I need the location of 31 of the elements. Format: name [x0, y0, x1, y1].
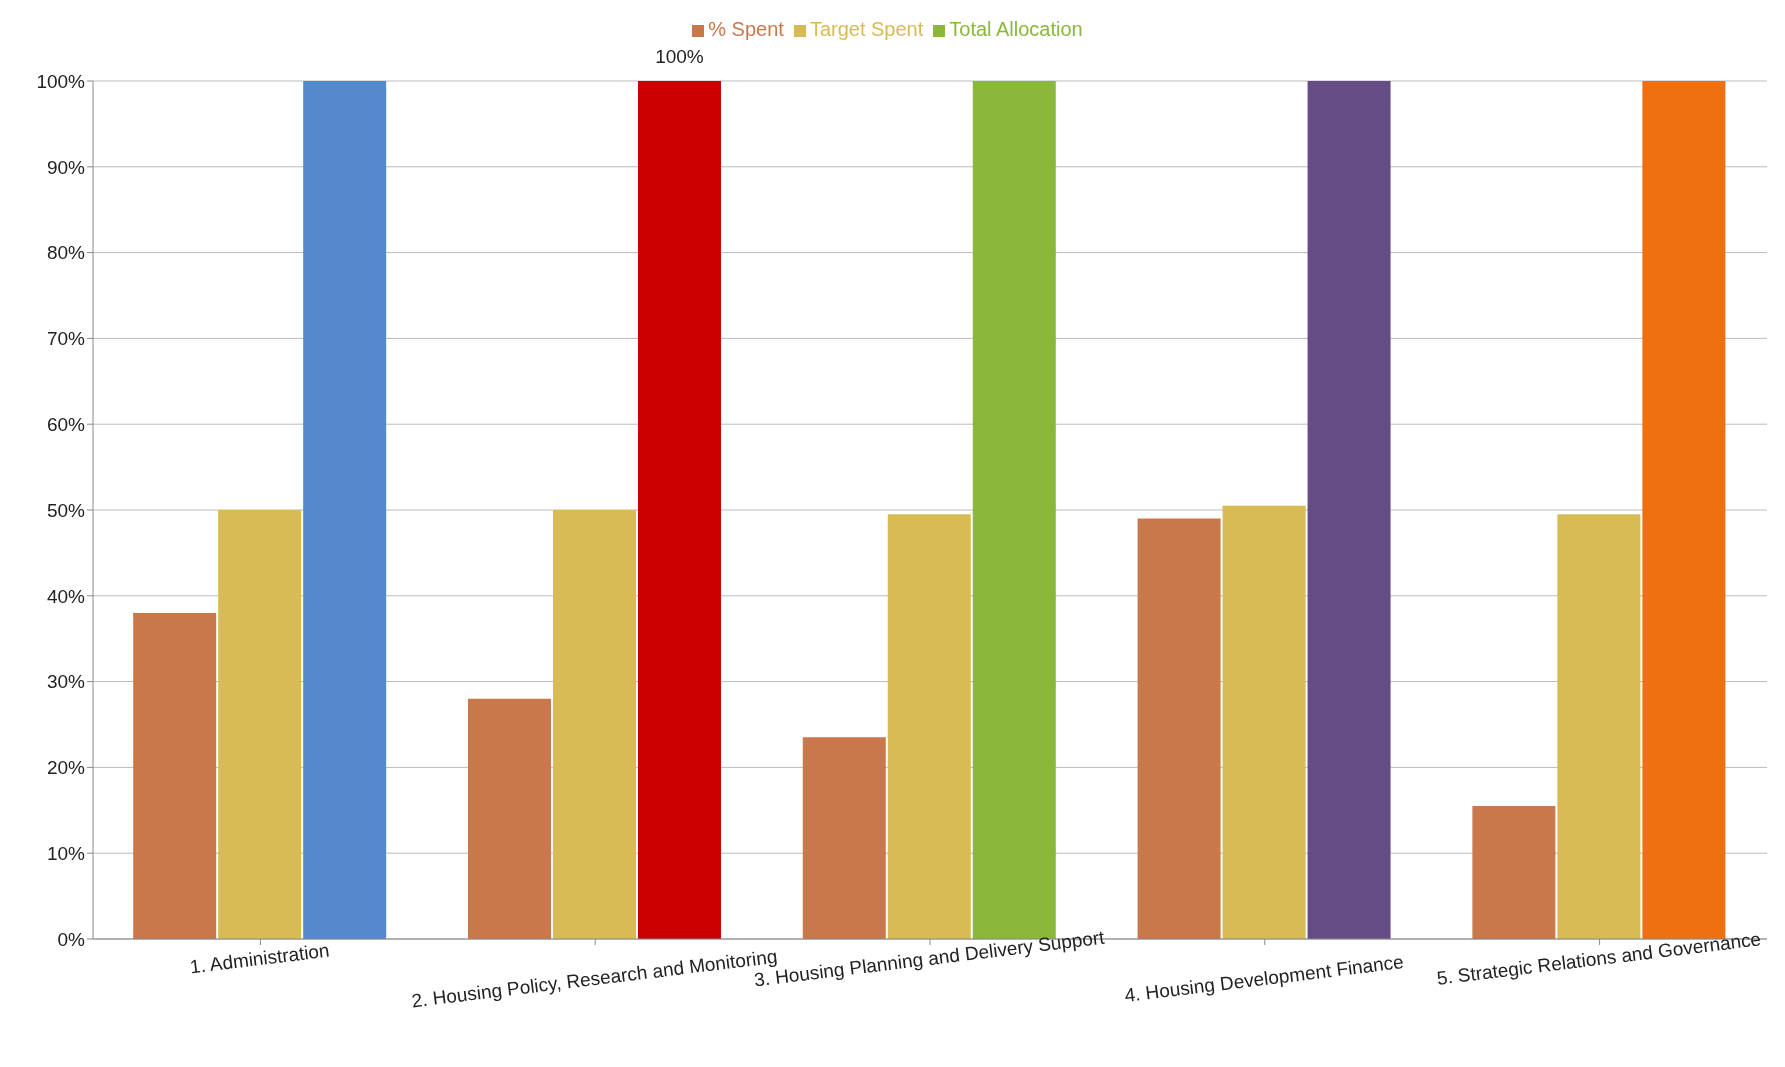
y-tick-label: 10% — [46, 842, 86, 864]
y-tick-label: 80% — [46, 242, 86, 264]
bar — [1472, 806, 1556, 939]
bar — [1137, 518, 1221, 939]
x-tick-label: 1. Administration — [188, 939, 331, 978]
x-tick-label: 4. Housing Development Finance — [1123, 951, 1405, 1007]
bar — [1557, 514, 1641, 939]
bar — [467, 698, 551, 939]
y-tick-label: 30% — [46, 671, 86, 693]
y-tick-label: 70% — [46, 328, 86, 350]
legend-label: % Spent — [708, 18, 784, 40]
data-label: 100% — [655, 46, 704, 67]
y-tick-label: 50% — [46, 499, 86, 521]
y-tick-label: 60% — [46, 413, 86, 435]
bar — [303, 81, 387, 939]
y-tick-label: 40% — [46, 585, 86, 607]
bar — [218, 510, 302, 939]
bar — [133, 612, 217, 939]
bar — [887, 514, 971, 939]
legend-label: Target Spent — [809, 18, 924, 40]
legend-label: Total Allocation — [949, 18, 1083, 40]
bar — [552, 510, 636, 939]
y-tick-label: 90% — [46, 156, 86, 178]
y-tick-label: 0% — [57, 928, 86, 950]
y-tick-label: 100% — [36, 70, 86, 92]
y-tick-label: 20% — [46, 757, 86, 779]
bar — [1307, 81, 1391, 939]
x-tick-label: 5. Strategic Relations and Governance — [1435, 928, 1763, 989]
bar — [637, 81, 721, 939]
bar — [802, 737, 886, 939]
bar — [1222, 505, 1306, 939]
